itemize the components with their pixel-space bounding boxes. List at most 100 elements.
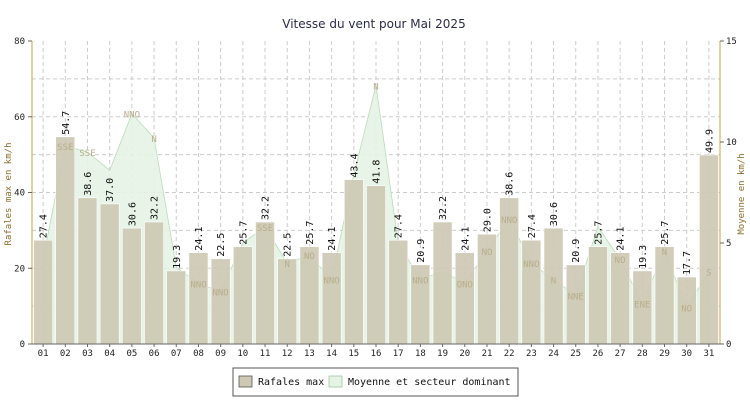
- bar-26: [588, 246, 608, 345]
- x-tick-label: 12: [282, 349, 293, 359]
- bar-value-label: 20.9: [571, 239, 582, 263]
- y-tick-label: 0: [20, 340, 25, 350]
- bar-06: [144, 221, 164, 345]
- bar-value-label: 25.7: [660, 221, 671, 245]
- direction-label: NNO: [523, 260, 539, 270]
- bar-value-label: 32.2: [150, 196, 161, 220]
- bar-value-label: 25.7: [593, 221, 604, 245]
- bar-value-label: 27.4: [394, 214, 405, 238]
- bar-14: [321, 252, 342, 345]
- bar-value-label: 27.4: [527, 214, 538, 238]
- bar-value-label: 25.7: [238, 221, 249, 245]
- x-tick-label: 18: [415, 349, 426, 359]
- x-tick-label: 13: [304, 349, 315, 359]
- direction-label: SSE: [79, 149, 95, 159]
- bar-value-label: 43.4: [349, 154, 360, 178]
- x-tick-label: 06: [149, 349, 160, 359]
- bar-17: [388, 239, 409, 345]
- bar-20: [454, 252, 475, 345]
- bar-08: [188, 252, 209, 345]
- x-tick-label: 17: [393, 349, 404, 359]
- direction-label: NO: [482, 248, 493, 258]
- x-tick-label: 27: [615, 349, 626, 359]
- bar-value-label: 22.5: [283, 233, 294, 257]
- bar-09: [210, 258, 231, 345]
- bar-value-label: 49.9: [704, 129, 715, 153]
- x-tick-label: 03: [82, 349, 93, 359]
- x-tick-label: 21: [482, 349, 493, 359]
- bar-value-label: 38.6: [505, 172, 516, 196]
- x-tick-label: 25: [570, 349, 581, 359]
- bar-15: [343, 179, 364, 345]
- x-tick-label: 19: [437, 349, 448, 359]
- bar-value-label: 37.0: [105, 178, 116, 202]
- bar-value-label: 32.2: [438, 196, 449, 220]
- legend-label-gusts: Rafales max: [258, 377, 324, 388]
- bar-value-label: 17.7: [682, 251, 693, 275]
- bar-10: [233, 246, 253, 345]
- direction-label: NO: [615, 256, 626, 266]
- direction-label: ENE: [634, 301, 650, 311]
- legend-swatch-average: [328, 375, 343, 388]
- direction-label: NNO: [124, 111, 140, 121]
- direction-label: N: [284, 260, 289, 270]
- bar-value-label: 19.3: [172, 245, 183, 269]
- x-tick-label: 26: [592, 349, 603, 359]
- x-tick-label: 07: [171, 349, 182, 359]
- bar-19: [432, 221, 453, 345]
- legend-label-average: Moyenne et secteur dominant: [348, 377, 511, 388]
- x-tick-label: 29: [659, 349, 670, 359]
- bar-03: [77, 197, 98, 345]
- bar-value-label: 38.6: [83, 172, 94, 196]
- bar-value-label: 27.4: [39, 214, 50, 238]
- direction-label: SSE: [257, 224, 273, 234]
- bar-04: [99, 203, 120, 345]
- bar-value-label: 22.5: [216, 233, 227, 257]
- direction-label: NO: [304, 252, 315, 262]
- direction-label: NNE: [568, 293, 584, 303]
- y2-tick-label: 15: [726, 37, 737, 47]
- direction-label: NNO: [501, 216, 517, 226]
- direction-label: NNO: [412, 276, 428, 286]
- direction-label: NNO: [190, 280, 206, 290]
- bar-27: [610, 252, 630, 345]
- direction-label: N: [151, 135, 156, 145]
- y-tick-label: 80: [14, 37, 25, 47]
- x-tick-label: 01: [38, 349, 49, 359]
- x-tick-label: 23: [526, 349, 537, 359]
- direction-label: NNO: [212, 289, 228, 299]
- direction-label: SSE: [57, 143, 73, 153]
- x-tick-label: 14: [326, 349, 337, 359]
- x-tick-label: 08: [193, 349, 204, 359]
- bar-value-label: 24.1: [460, 227, 471, 251]
- y2-tick-label: 5: [726, 239, 731, 249]
- bar-02: [55, 136, 76, 345]
- y-axis-label: Rafales max en km/h: [4, 143, 14, 246]
- x-tick-label: 10: [237, 349, 248, 359]
- x-tick-label: 05: [126, 349, 137, 359]
- x-tick-label: 30: [681, 349, 692, 359]
- direction-label: ONO: [457, 280, 473, 290]
- y-tick-label: 40: [14, 189, 25, 199]
- x-tick-label: 16: [371, 349, 382, 359]
- direction-label: NNO: [323, 276, 339, 286]
- bar-value-label: 25.7: [305, 221, 316, 245]
- chart-title: Vitesse du vent pour Mai 2025: [282, 17, 465, 31]
- bar-value-label: 32.2: [261, 196, 272, 220]
- bar-12: [277, 258, 298, 345]
- bar-31: [699, 154, 719, 345]
- bar-05: [122, 227, 142, 345]
- bar-value-label: 20.9: [416, 239, 427, 263]
- x-tick-label: 09: [215, 349, 226, 359]
- y-tick-label: 20: [14, 264, 25, 274]
- x-tick-label: 28: [637, 349, 648, 359]
- direction-label: N: [373, 82, 378, 92]
- x-tick-label: 20: [459, 349, 470, 359]
- bar-value-label: 24.1: [194, 227, 205, 251]
- bar-29: [654, 246, 675, 345]
- x-tick-label: 15: [348, 349, 359, 359]
- direction-label: N: [662, 248, 667, 258]
